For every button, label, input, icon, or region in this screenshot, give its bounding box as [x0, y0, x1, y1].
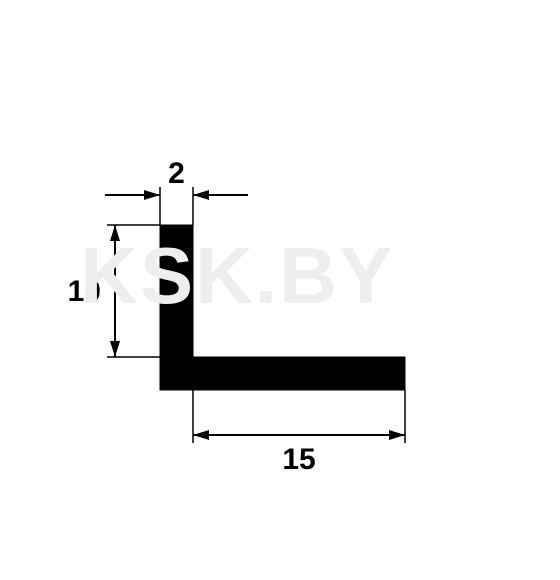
technical-drawing: 2 10 15	[0, 0, 560, 580]
dimension-text: 2	[168, 157, 185, 190]
dimension-text: 10	[68, 275, 101, 308]
angle-profile	[160, 225, 405, 390]
dimension-text: 15	[282, 443, 315, 476]
